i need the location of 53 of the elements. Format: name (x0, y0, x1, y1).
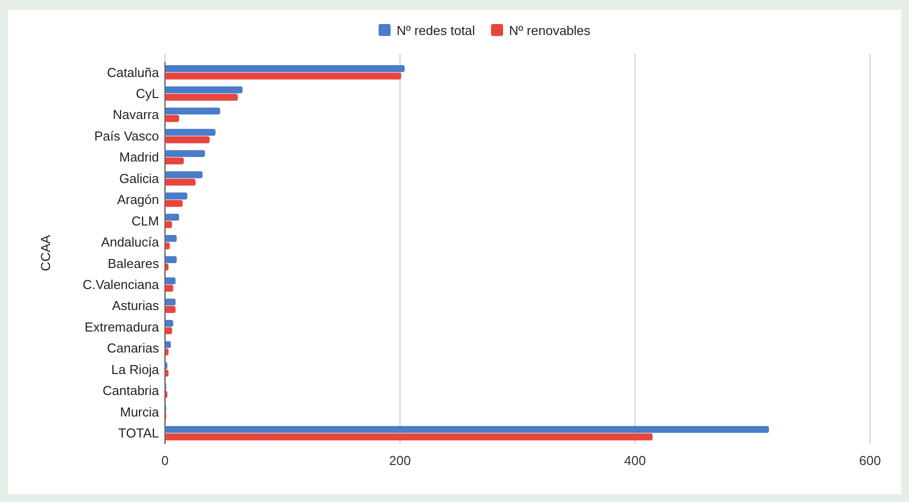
x-tick-label: 200 (389, 453, 411, 468)
bar (165, 136, 210, 144)
y-tick-label: Baleares (108, 256, 160, 271)
bar (165, 171, 203, 178)
y-tick-label: Galicia (119, 170, 160, 186)
y-tick-label: Extremadura (84, 319, 160, 334)
bar (165, 94, 238, 101)
legend-label: Nº redes total (396, 23, 476, 38)
x-tick-label: 600 (859, 453, 881, 468)
bar (165, 426, 769, 433)
x-tick-label: 400 (624, 453, 646, 468)
bar (165, 306, 176, 313)
bar (165, 327, 172, 334)
y-tick-label: CyL (136, 86, 159, 101)
bar (165, 256, 177, 264)
y-tick-label: Murcia (120, 404, 160, 420)
y-tick-label: Canarias (106, 340, 160, 356)
bar (165, 192, 188, 200)
bar (165, 277, 176, 284)
bar (165, 214, 180, 221)
bar (165, 298, 176, 306)
y-tick-label: TOTAL (118, 426, 159, 441)
y-tick-label: Cantabria (102, 383, 160, 398)
y-tick-label: Cataluña (106, 64, 160, 80)
y-tick-label: C.Valenciana (82, 276, 160, 292)
y-tick-label: País Vasco (94, 128, 159, 144)
y-tick-label: Navarra (112, 107, 160, 122)
legend-label: Nº renovables (509, 23, 591, 38)
bar (165, 370, 169, 377)
y-tick-label: CLM (132, 213, 159, 228)
y-axis-title: CCAA (38, 234, 53, 272)
bar (165, 65, 405, 72)
bar (165, 320, 174, 327)
x-tick-label: 0 (161, 453, 169, 468)
bar (165, 234, 177, 242)
bar (165, 433, 653, 440)
bar (165, 221, 172, 228)
bar (165, 86, 243, 94)
y-tick-label: Aragón (117, 192, 159, 208)
bar (165, 200, 183, 207)
y-tick-label: Andalucía (101, 234, 160, 250)
bar (165, 284, 174, 292)
bar (165, 128, 216, 136)
bar (165, 72, 402, 80)
bar (165, 158, 184, 164)
y-tick-label: La Rioja (111, 362, 160, 377)
bar (165, 115, 180, 122)
y-tick-label: Madrid (119, 150, 159, 165)
bar (165, 178, 196, 186)
y-tick-label: Asturias (112, 298, 160, 314)
bar (165, 150, 205, 157)
bar (165, 108, 220, 115)
bar (165, 341, 171, 348)
